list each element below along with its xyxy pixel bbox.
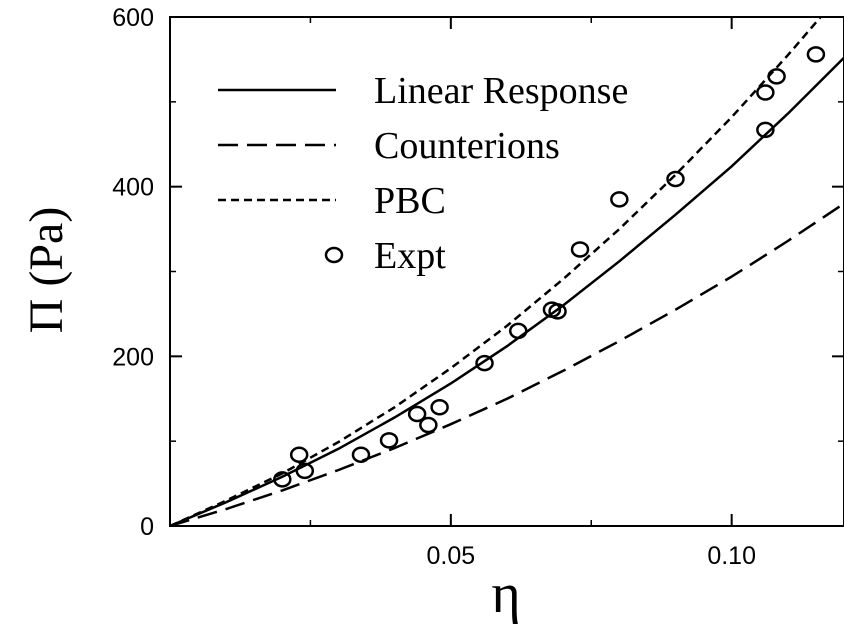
data-point: [508, 322, 528, 340]
data-point: [756, 84, 775, 101]
series-0: [170, 56, 844, 526]
data-point: [419, 416, 438, 434]
data-point: [570, 241, 590, 258]
y-tick-label: 200: [112, 343, 154, 371]
series-3: [273, 46, 826, 488]
data-point: [379, 432, 399, 449]
legend-label: PBC: [374, 180, 446, 222]
series-1: [170, 202, 844, 526]
series-line: [170, 202, 844, 526]
legend-marker: [324, 246, 344, 264]
data-point: [666, 170, 685, 188]
series-layer: [170, 17, 844, 526]
data-point: [289, 446, 309, 463]
data-point: [475, 354, 494, 372]
data-point: [806, 46, 826, 63]
y-tick-label: 400: [112, 174, 154, 202]
data-point: [407, 405, 427, 423]
legend-label: Expt: [374, 235, 446, 277]
legend-label: Linear Response: [374, 70, 628, 112]
data-point: [273, 471, 292, 488]
x-tick-label: 0.10: [707, 542, 756, 570]
x-axis: 0.05 0.10: [309, 17, 756, 570]
y-axis-title: Π (Pa): [20, 207, 73, 334]
x-tick-label: 0.05: [426, 542, 475, 570]
legend: Linear Response Counterions PBC Expt: [218, 70, 628, 277]
data-point: [351, 446, 371, 463]
data-point: [295, 462, 315, 480]
y-axis: 0 200 400 600: [112, 4, 844, 541]
x-axis-title: η: [491, 563, 520, 624]
data-point: [548, 303, 567, 320]
legend-label: Counterions: [374, 125, 560, 167]
data-point: [756, 121, 775, 139]
data-point: [767, 68, 786, 85]
data-point: [610, 191, 629, 208]
series-line: [170, 56, 844, 526]
data-point: [430, 398, 449, 416]
y-tick-label: 0: [140, 513, 154, 541]
y-tick-label: 600: [112, 4, 154, 32]
